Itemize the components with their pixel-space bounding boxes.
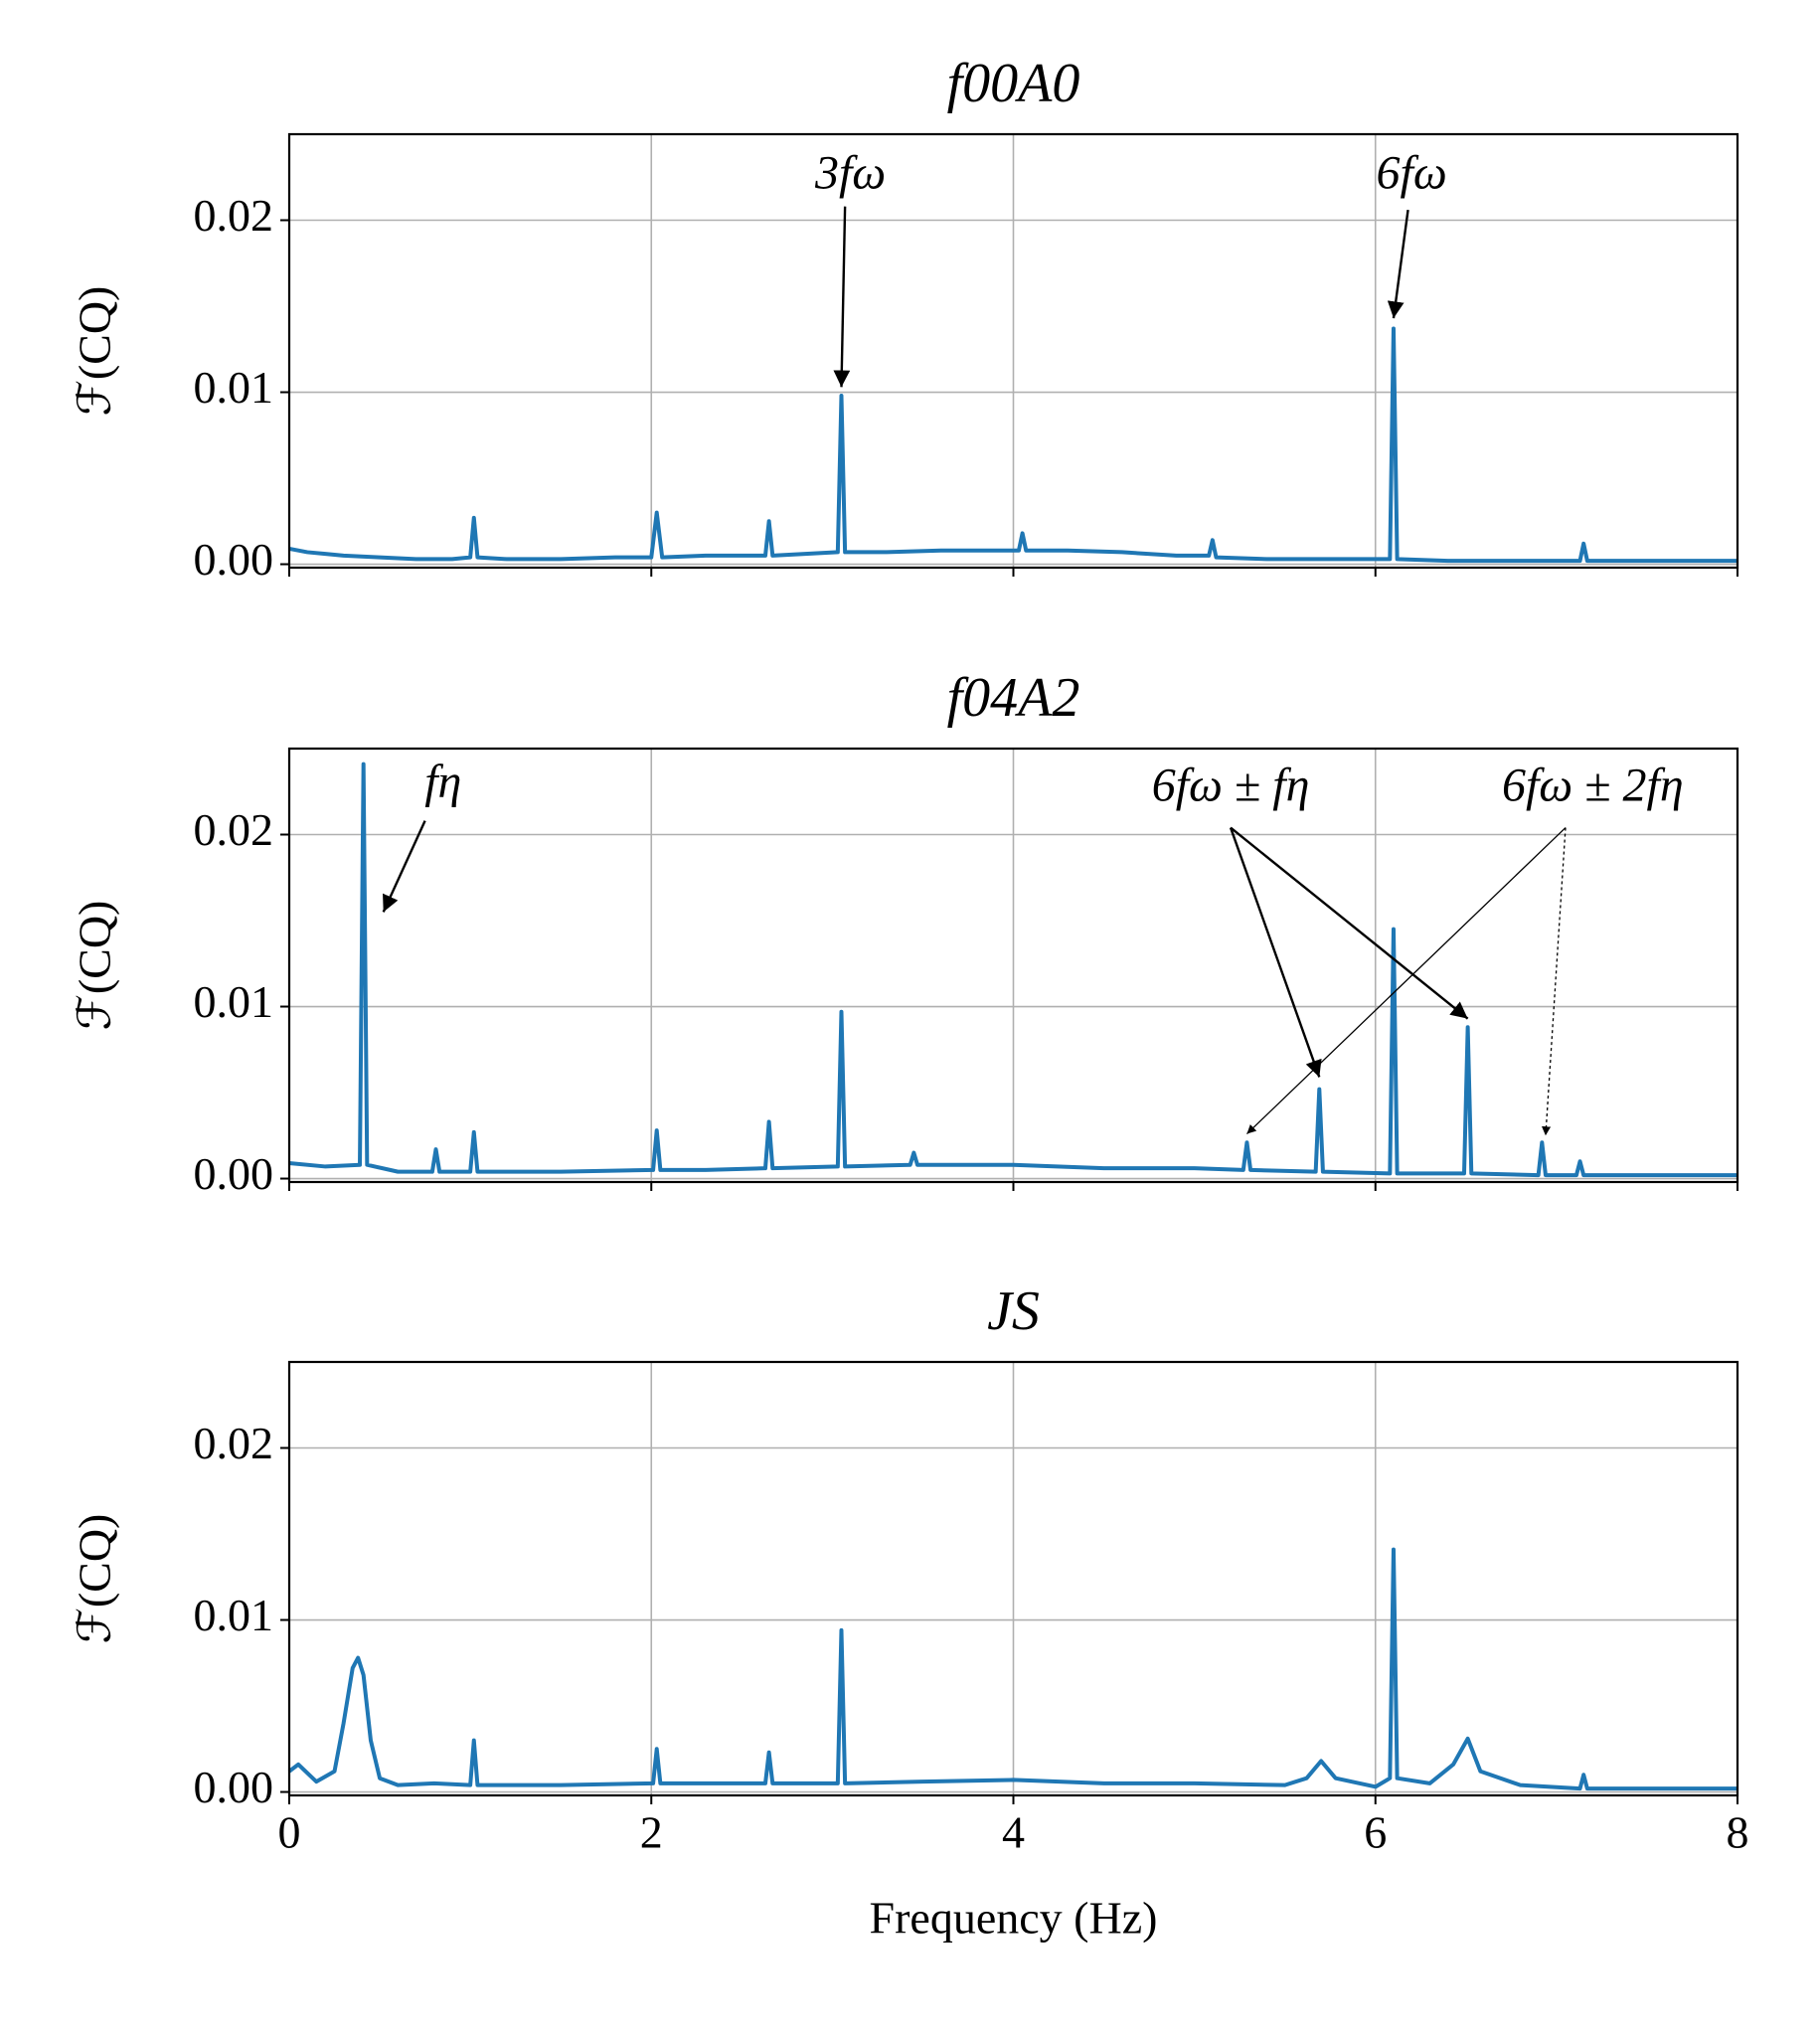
y-tick-label: 0.00 (194, 534, 274, 585)
spectrum-line (288, 762, 1737, 1178)
x-tick-label: 2 (640, 1807, 663, 1858)
y-tick-label: 0.02 (194, 190, 274, 241)
y-axis-label: ℱ(CQ) (70, 1514, 120, 1644)
x-tick-label: 4 (1002, 1807, 1025, 1858)
annotation: 6fω (1377, 146, 1447, 199)
y-axis-label: ℱ(CQ) (70, 901, 120, 1031)
y-tick-label: 0.00 (194, 1148, 274, 1199)
x-tick-label: 0 (278, 1807, 301, 1858)
axes-frame (287, 1360, 1739, 1797)
y-tick-label: 0.02 (194, 1418, 274, 1468)
spectrum-line (288, 326, 1737, 564)
subplot-title: f00A0 (947, 53, 1080, 114)
spectrum-line (287, 1547, 1737, 1791)
annotation-arrow (1387, 209, 1409, 319)
subplot-title: f04A2 (947, 667, 1080, 729)
axes-frame (287, 132, 1739, 570)
annotation-arrow (382, 820, 426, 913)
annotation: 6fω ± fη (1152, 760, 1310, 812)
y-tick-label: 0.02 (194, 804, 274, 855)
y-tick-label: 0.01 (194, 1590, 274, 1640)
annotation: 6fω ± 2fη (1502, 760, 1684, 812)
subplot: f04A2 ℱ(CQ) 0.00 0.01 0.02 fη 6fω ± fη 6fω ± 2f… (70, 667, 1739, 1199)
subplot-title: JS (987, 1280, 1040, 1342)
y-tick-label: 0.01 (194, 362, 274, 413)
axes-frame (287, 747, 1739, 1184)
y-axis-label: ℱ(CQ) (70, 286, 120, 417)
subplot: f00A0 ℱ(CQ) 0.00 0.01 0.02 3fω 6fω (70, 53, 1739, 585)
x-tick-label: 8 (1727, 1807, 1749, 1858)
annotation: fη (424, 756, 461, 808)
annotation-arrow (1541, 827, 1567, 1136)
x-axis-label: Frequency (Hz) (870, 1893, 1158, 1944)
annotation: 3fω (814, 146, 886, 199)
annotation-arrow (833, 206, 851, 388)
y-tick-label: 0.00 (194, 1762, 274, 1812)
y-tick-label: 0.01 (194, 976, 274, 1027)
annotation-arrow (1245, 827, 1567, 1135)
annotation-arrow (1229, 827, 1322, 1078)
x-tick-label: 6 (1364, 1807, 1387, 1858)
subplot: JS ℱ(CQ) 0 2 4 6 8 0.00 0.01 0.02 Frequency (Hz) (70, 1280, 1749, 1944)
annotation-arrow (1230, 826, 1469, 1020)
